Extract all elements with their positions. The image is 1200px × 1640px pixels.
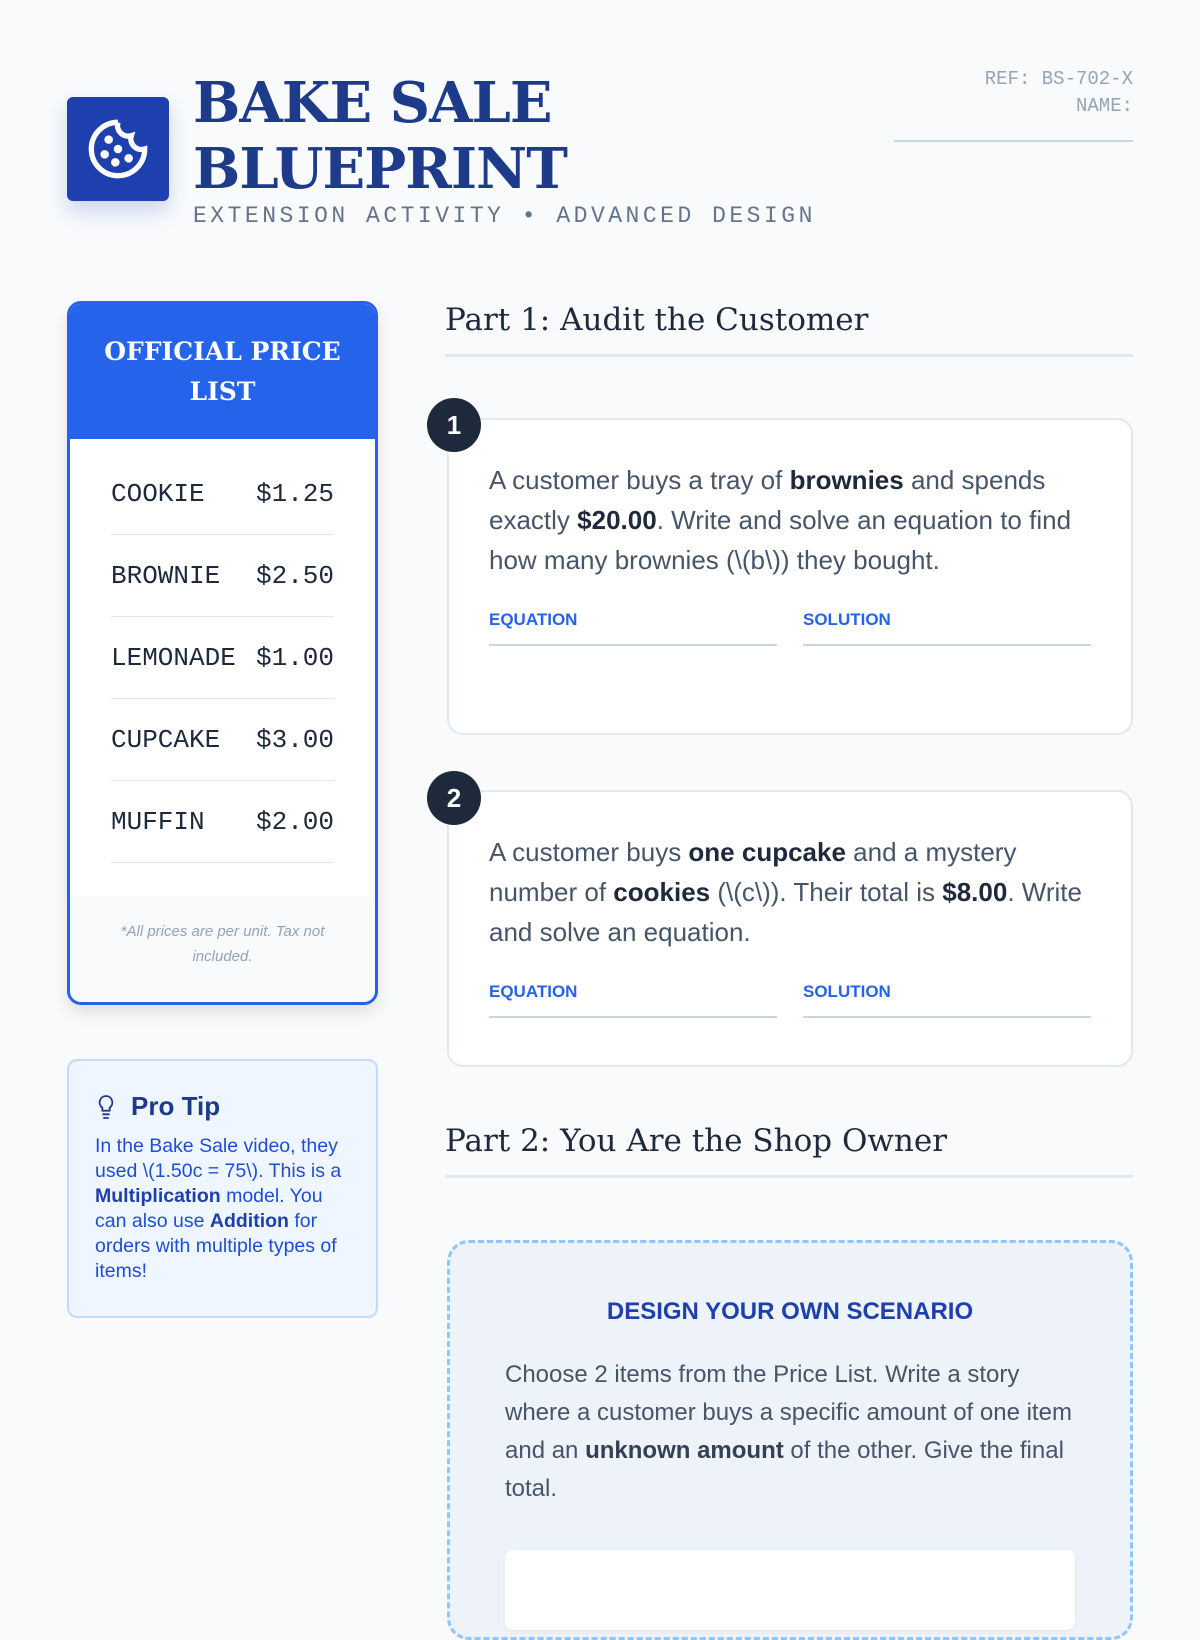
equation-field[interactable]: EQUATION	[489, 610, 777, 646]
equation-field[interactable]: EQUATION	[489, 982, 777, 1018]
cookie-icon	[88, 119, 148, 179]
title-line-1: BAKE SALE	[193, 70, 553, 136]
name-field-line[interactable]	[894, 140, 1133, 142]
solution-field[interactable]: SOLUTION	[803, 610, 1091, 646]
question-number-badge: 2	[427, 771, 481, 825]
price-row: BROWNIE $2.50	[111, 535, 334, 617]
pro-tip-title: Pro Tip	[131, 1091, 221, 1121]
scenario-answer-area[interactable]	[505, 1550, 1075, 1630]
price-row: COOKIE $1.25	[111, 453, 334, 535]
lightbulb-icon	[98, 1094, 114, 1119]
price-row: MUFFIN $2.00	[111, 781, 334, 863]
question-card-2: A customer buys one cupcake and a myster…	[447, 790, 1133, 1067]
pro-tip-box: Pro Tip In the Bake Sale video, they use…	[67, 1059, 378, 1318]
solution-field[interactable]: SOLUTION	[803, 982, 1091, 1018]
item-name: MUFFIN	[111, 806, 205, 837]
item-price: $3.00	[255, 724, 334, 755]
price-row: CUPCAKE $3.00	[111, 699, 334, 781]
item-price: $1.00	[255, 642, 334, 673]
price-row: LEMONADE $1.00	[111, 617, 334, 699]
question-number-badge: 1	[427, 398, 481, 452]
ref-code: REF: BS-702-X	[984, 68, 1133, 90]
logo	[67, 97, 169, 201]
price-list-card: OFFICIAL PRICE LIST COOKIE $1.25 BROWNIE $…	[67, 301, 378, 1005]
design-title: DESIGN YOUR OWN SCENARIO	[606, 1298, 974, 1325]
part-1-heading: Part 1: Audit the Customer	[445, 302, 1133, 357]
question-text: A customer buys a tray of brownies and s…	[489, 465, 1072, 575]
design-instructions: Choose 2 items from the Price List. Writ…	[505, 1361, 1072, 1502]
item-name: CUPCAKE	[111, 724, 221, 755]
title-line-2: BLUEPRINT	[193, 136, 568, 202]
question-text: A customer buys one cupcake and a myster…	[489, 837, 1082, 947]
item-name: BROWNIE	[111, 560, 221, 591]
item-price: $2.00	[255, 806, 334, 837]
part-2-heading: Part 2: You Are the Shop Owner	[445, 1123, 1133, 1178]
price-footnote: *All prices are per unit. Tax not includ…	[70, 897, 375, 1002]
design-scenario-box: DESIGN YOUR OWN SCENARIO Choose 2 items …	[447, 1240, 1133, 1640]
item-price: $1.25	[255, 478, 334, 509]
price-list-title: OFFICIAL PRICE LIST	[70, 304, 375, 439]
name-label: NAME:	[1075, 95, 1133, 117]
item-price: $2.50	[255, 560, 334, 591]
item-name: LEMONADE	[111, 642, 236, 673]
ref-block: REF: BS-702-X NAME:	[985, 66, 1133, 120]
pro-tip-text: In the Bake Sale video, they used \(1.50…	[95, 1135, 342, 1282]
item-name: COOKIE	[111, 478, 205, 509]
page-title: BAKE SALE BLUEPRINT	[193, 70, 568, 202]
subtitle: EXTENSION ACTIVITY • ADVANCED DESIGN	[193, 203, 816, 229]
question-card-1: A customer buys a tray of brownies and s…	[447, 418, 1133, 735]
